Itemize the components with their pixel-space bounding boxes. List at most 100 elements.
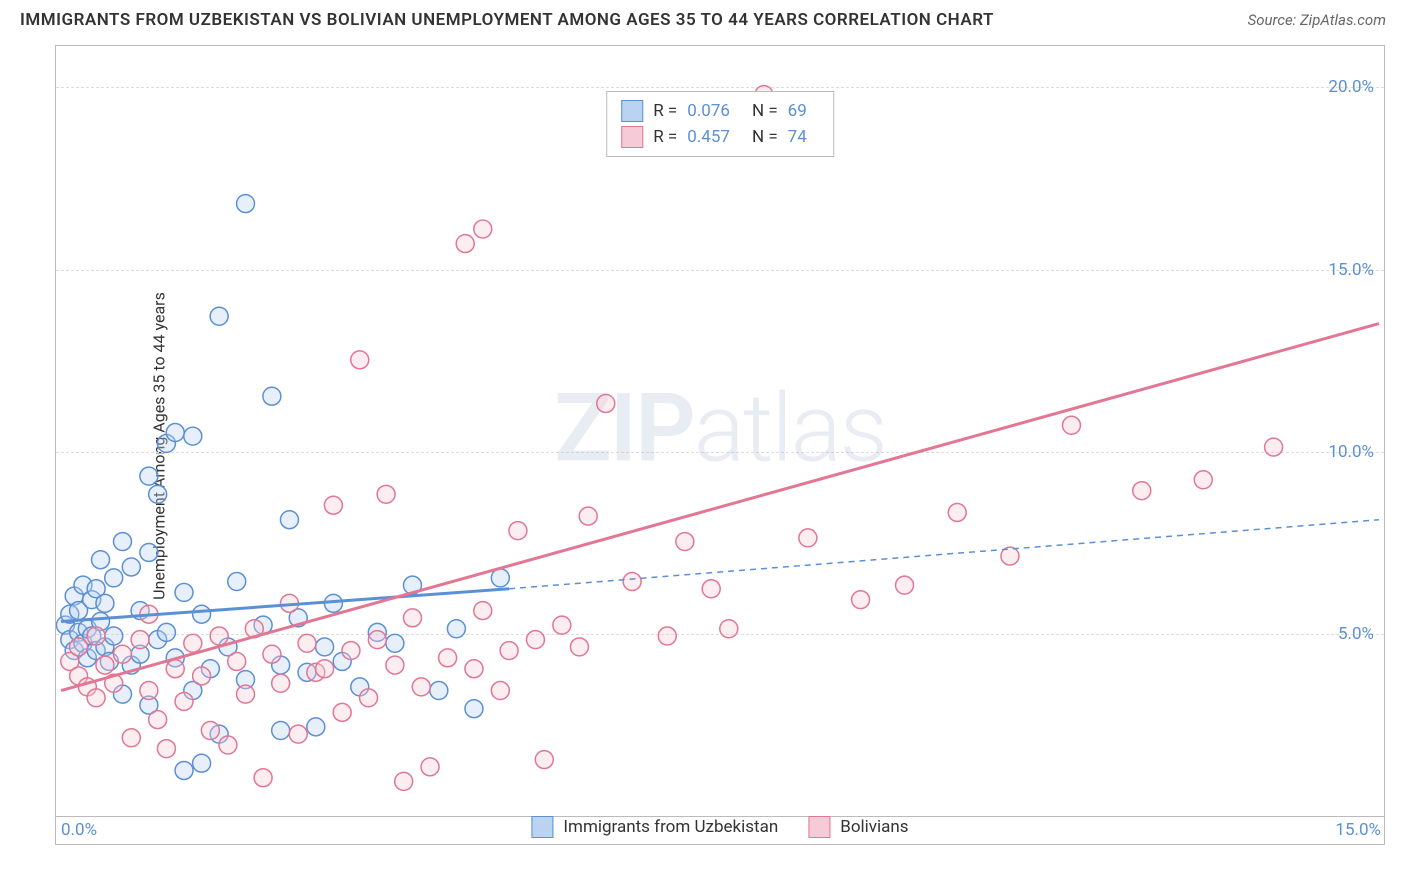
data-point-bolivians — [70, 638, 88, 656]
n-label: N = — [752, 127, 778, 147]
data-point-uzbekistan — [122, 558, 140, 576]
data-point-uzbekistan — [193, 754, 211, 772]
data-point-uzbekistan — [447, 620, 465, 638]
legend-item-bolivians: Bolivians — [808, 816, 908, 838]
data-point-bolivians — [175, 692, 193, 710]
legend-label: Bolivians — [840, 817, 908, 837]
series-legend: Immigrants from Uzbekistan Bolivians — [531, 816, 908, 838]
legend-label: Immigrants from Uzbekistan — [563, 817, 778, 837]
data-point-bolivians — [597, 394, 615, 412]
data-point-uzbekistan — [184, 427, 202, 445]
data-point-bolivians — [403, 609, 421, 627]
data-point-bolivians — [324, 496, 342, 514]
data-point-uzbekistan — [157, 623, 175, 641]
data-point-bolivians — [149, 711, 167, 729]
legend-swatch — [621, 126, 643, 148]
data-point-bolivians — [412, 678, 430, 696]
legend-swatch — [531, 816, 553, 838]
data-point-bolivians — [896, 576, 914, 594]
data-point-bolivians — [1133, 482, 1151, 500]
data-point-uzbekistan — [465, 700, 483, 718]
data-point-bolivians — [421, 758, 439, 776]
data-point-bolivians — [184, 634, 202, 652]
data-point-uzbekistan — [105, 569, 123, 587]
data-point-bolivians — [623, 573, 641, 591]
data-point-bolivians — [579, 507, 597, 525]
r-value: 0.457 — [687, 127, 730, 147]
n-value: 74 — [788, 127, 807, 147]
source-attribution: Source: ZipAtlas.com — [1248, 11, 1386, 29]
data-point-uzbekistan — [175, 761, 193, 779]
data-point-bolivians — [474, 220, 492, 238]
data-point-bolivians — [1265, 438, 1283, 456]
data-point-bolivians — [237, 685, 255, 703]
data-point-bolivians — [509, 522, 527, 540]
data-point-bolivians — [298, 634, 316, 652]
data-point-bolivians — [289, 725, 307, 743]
data-point-bolivians — [948, 503, 966, 521]
data-point-bolivians — [465, 660, 483, 678]
data-point-bolivians — [456, 235, 474, 253]
trend-line-uzbekistan — [61, 589, 509, 622]
data-point-bolivians — [272, 674, 290, 692]
data-point-bolivians — [535, 751, 553, 769]
data-point-uzbekistan — [105, 627, 123, 645]
data-point-bolivians — [799, 529, 817, 547]
legend-swatch — [621, 100, 643, 122]
data-point-bolivians — [474, 602, 492, 620]
data-point-uzbekistan — [140, 467, 158, 485]
data-point-uzbekistan — [210, 307, 228, 325]
data-point-bolivians — [316, 660, 334, 678]
data-point-uzbekistan — [166, 424, 184, 442]
legend-swatch — [808, 816, 830, 838]
legend-row-bolivians: R = 0.457 N = 74 — [621, 124, 819, 150]
data-point-bolivians — [201, 722, 219, 740]
data-point-bolivians — [386, 656, 404, 674]
r-value: 0.076 — [687, 101, 730, 121]
data-point-bolivians — [526, 631, 544, 649]
data-point-bolivians — [570, 638, 588, 656]
data-point-uzbekistan — [140, 543, 158, 561]
scatter-plot-svg — [56, 46, 1384, 844]
data-point-uzbekistan — [193, 605, 211, 623]
data-point-uzbekistan — [92, 551, 110, 569]
r-label: R = — [653, 101, 677, 121]
data-point-bolivians — [140, 682, 158, 700]
data-point-bolivians — [87, 627, 105, 645]
data-point-uzbekistan — [307, 718, 325, 736]
trend-line-bolivians — [61, 324, 1379, 691]
data-point-bolivians — [676, 533, 694, 551]
data-point-uzbekistan — [386, 634, 404, 652]
data-point-bolivians — [553, 616, 571, 634]
data-point-bolivians — [395, 772, 413, 790]
data-point-bolivians — [254, 769, 272, 787]
data-point-bolivians — [131, 631, 149, 649]
data-point-bolivians — [96, 656, 114, 674]
data-point-bolivians — [333, 703, 351, 721]
legend-item-uzbekistan: Immigrants from Uzbekistan — [531, 816, 778, 838]
data-point-bolivians — [114, 645, 132, 663]
chart-plot-area: ZIPatlas R =0.076N =69R =0.457N =74 Immi… — [55, 45, 1385, 845]
data-point-uzbekistan — [114, 533, 132, 551]
data-point-bolivians — [342, 642, 360, 660]
data-point-uzbekistan — [280, 511, 298, 529]
data-point-bolivians — [720, 620, 738, 638]
data-point-uzbekistan — [491, 569, 509, 587]
data-point-bolivians — [439, 649, 457, 667]
r-label: R = — [653, 127, 677, 147]
data-point-bolivians — [219, 736, 237, 754]
data-point-bolivians — [491, 682, 509, 700]
legend-row-uzbekistan: R =0.076N =69 — [621, 98, 819, 124]
data-point-bolivians — [228, 652, 246, 670]
data-point-bolivians — [1062, 416, 1080, 434]
data-point-uzbekistan — [272, 722, 290, 740]
data-point-bolivians — [500, 642, 518, 660]
data-point-bolivians — [166, 660, 184, 678]
data-point-uzbekistan — [175, 583, 193, 601]
data-point-bolivians — [658, 627, 676, 645]
data-point-bolivians — [351, 351, 369, 369]
data-point-bolivians — [157, 740, 175, 758]
data-point-bolivians — [852, 591, 870, 609]
data-point-uzbekistan — [263, 387, 281, 405]
data-point-bolivians — [263, 645, 281, 663]
